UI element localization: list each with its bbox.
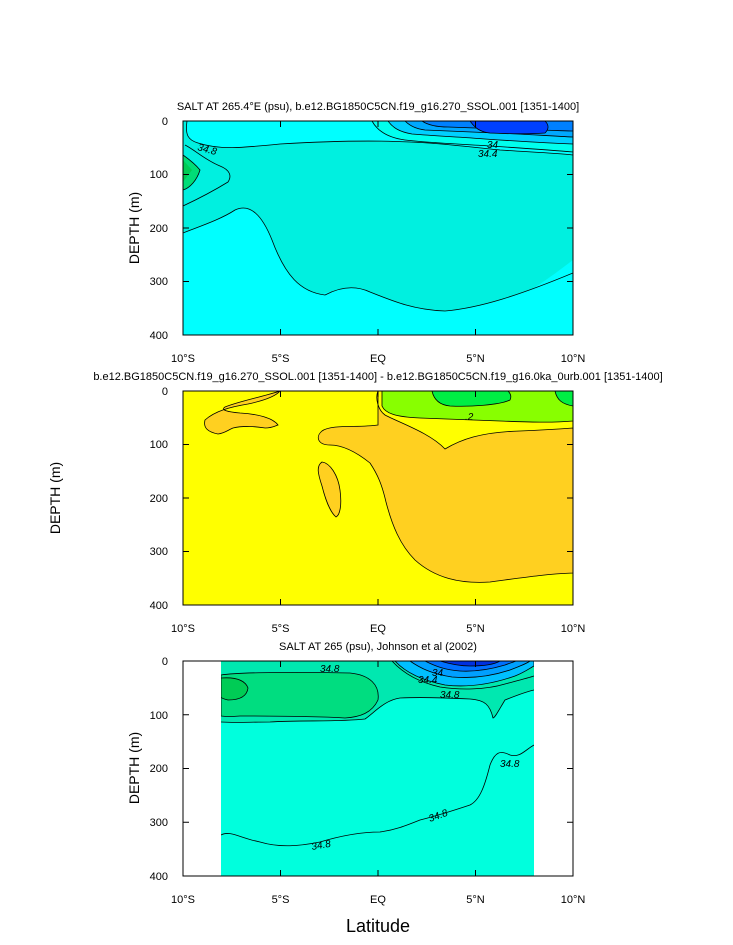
panel-1-contour-label: 34.8 <box>196 142 218 158</box>
panel-3-contour-label: 34 <box>432 668 444 679</box>
panel-3-missing-left <box>183 661 221 876</box>
panel-3-x-tick-label: EQ <box>370 894 386 906</box>
panel-2-contour-label: .2 <box>465 412 474 423</box>
panel-1-ticks <box>182 120 574 336</box>
panel-1-y-tick-label: 0 <box>162 116 168 128</box>
panel-1-y-tick-label: 400 <box>150 330 168 342</box>
panel-1: SALT AT 265.4°E (psu), b.e12.BG1850C5CN.… <box>126 101 585 365</box>
panel-3-y-tick-label: 400 <box>150 871 168 883</box>
panel-1-y-tick-label: 200 <box>150 223 168 235</box>
panel-1-x-tick-label: 5°N <box>466 353 485 365</box>
panel-2-x-tick-label: 10°S <box>171 623 195 635</box>
panel-1-y-tick-label: 100 <box>150 169 168 181</box>
panel-3-ticks <box>182 660 574 877</box>
panel-2-y-tick-label: 100 <box>150 439 168 451</box>
panel-3-x-tick-label: 5°S <box>272 894 290 906</box>
panel-2-x-tick-label: 5°N <box>466 623 485 635</box>
panel-1-title: SALT AT 265.4°E (psu), b.e12.BG1850C5CN.… <box>177 101 579 113</box>
panel-3-contour-label: 34.8 <box>320 664 340 675</box>
panel-2-x-tick-label: EQ <box>370 623 386 635</box>
panel-1-contour-label: 34 <box>487 140 499 151</box>
panel-2-y-tick-label: 200 <box>150 493 168 505</box>
panel-2-x-tick-label: 10°N <box>561 623 586 635</box>
panel-2-x-tick-label: 5°S <box>272 623 290 635</box>
panel-2-ylabel: DEPTH (m) <box>47 462 63 534</box>
panel-3: SALT AT 265 (psu), Johnson et al (2002) … <box>126 641 585 936</box>
panel-1-contour-label: 34.4 <box>478 149 498 160</box>
panel-1-x-tick-label: 10°N <box>561 353 586 365</box>
panel-3-contour-label: 34.8 <box>311 839 333 853</box>
panel-3-contour-label: 34.4 <box>418 675 438 686</box>
panel-1-x-tick-label: 10°S <box>171 353 195 365</box>
panel-3-y-tick-label: 100 <box>150 710 168 722</box>
panel-3-x-tick-label: 10°N <box>561 894 586 906</box>
panel-3-x-tick-label: 10°S <box>171 894 195 906</box>
panel-3-x-tick-label: 5°N <box>466 894 485 906</box>
panel-3-y-tick-label: 0 <box>162 656 168 668</box>
panel-3-contour-label: 34.8 <box>500 759 520 770</box>
panel-2: b.e12.BG1850C5CN.f19_g16.270_SSOL.001 [1… <box>47 371 663 635</box>
panel-2-y-tick-label: 0 <box>162 386 168 398</box>
panel-3-title: SALT AT 265 (psu), Johnson et al (2002) <box>279 641 477 653</box>
panel-3-missing-right <box>534 661 573 876</box>
panel-2-y-tick-label: 300 <box>150 546 168 558</box>
panel-1-x-tick-label: 5°S <box>272 353 290 365</box>
panel-3-ylabel: DEPTH (m) <box>126 732 142 804</box>
panel-3-y-tick-label: 300 <box>150 817 168 829</box>
panel-1-y-tick-label: 300 <box>150 276 168 288</box>
panel-2-y-tick-label: 400 <box>150 600 168 612</box>
panel-2-title: b.e12.BG1850C5CN.f19_g16.270_SSOL.001 [1… <box>93 371 662 383</box>
panel-2-ticks <box>182 390 574 606</box>
panel-3-y-tick-label: 200 <box>150 763 168 775</box>
panel-1-x-tick-label: EQ <box>370 353 386 365</box>
panel-1-ylabel: DEPTH (m) <box>126 192 142 264</box>
x-axis-label: Latitude <box>346 916 410 936</box>
panel-3-contour-label: 34.8 <box>440 690 460 701</box>
